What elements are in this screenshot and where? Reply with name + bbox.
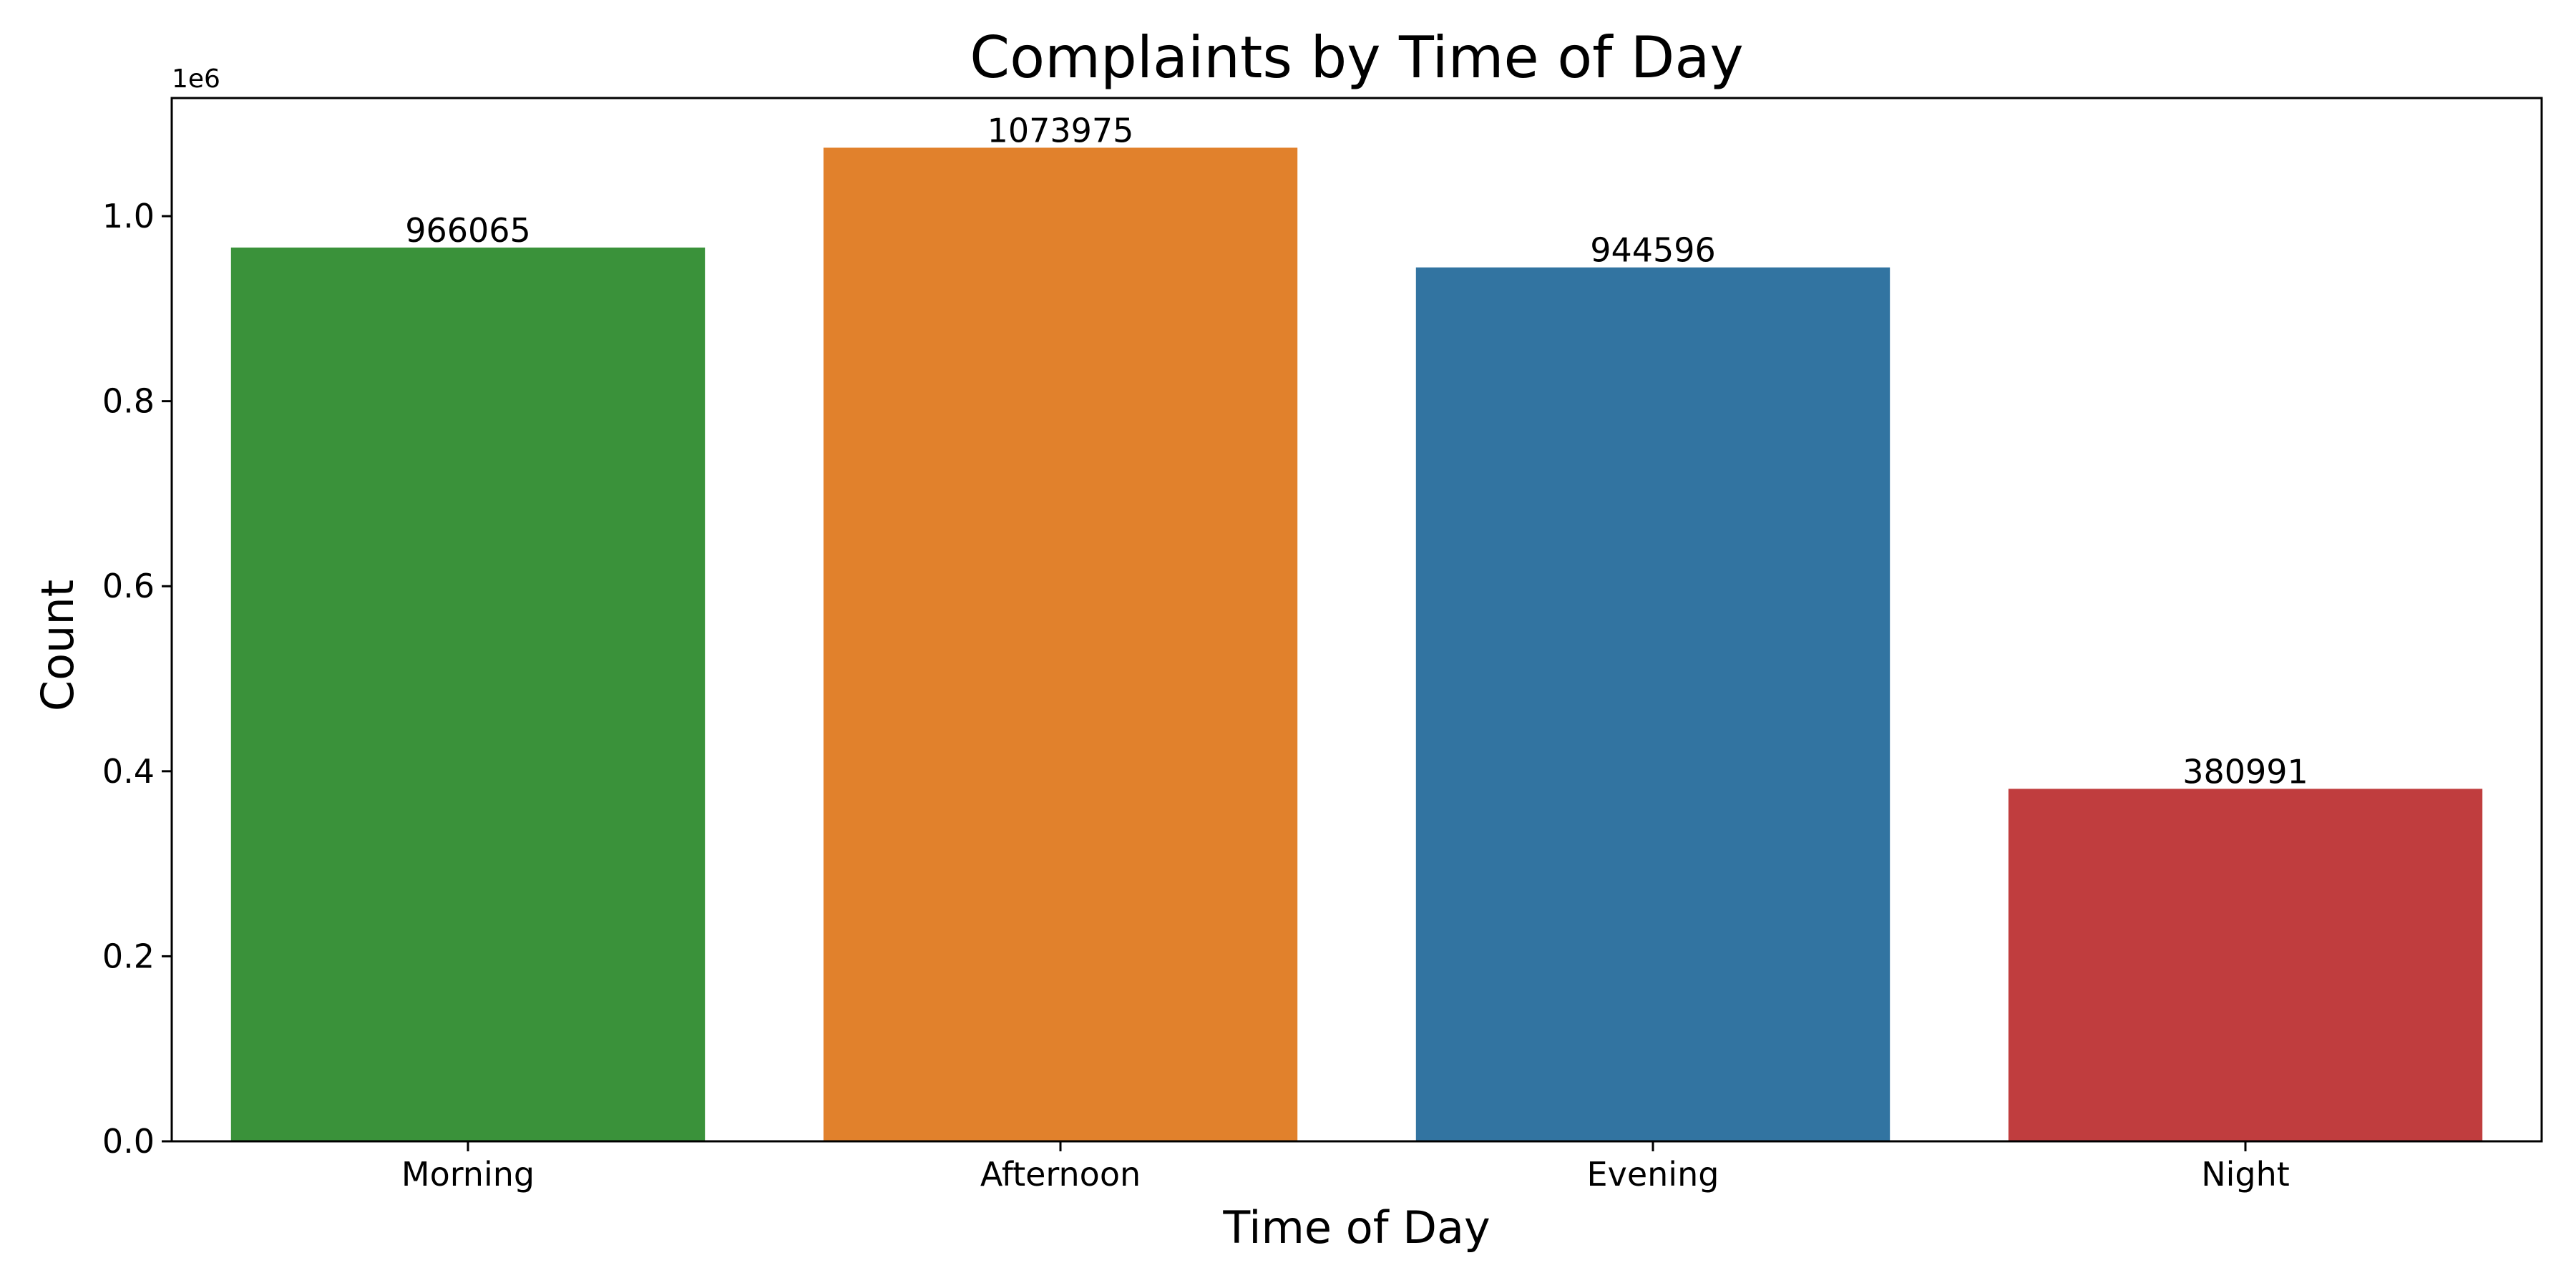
data-label-evening: 944596: [1590, 231, 1716, 270]
bar-evening: [1415, 267, 1890, 1142]
y-tick-label: 0.6: [102, 567, 155, 605]
data-label-night: 380991: [2182, 752, 2308, 791]
bar-afternoon: [823, 147, 1298, 1142]
y-tick-label: 0.8: [102, 382, 155, 421]
y-tick-label: 0.2: [102, 937, 155, 975]
y-tick-label: 0.4: [102, 752, 155, 791]
y-axis-offset-label: 1e6: [172, 64, 220, 94]
y-tick-label: 0.0: [102, 1122, 155, 1161]
x-axis-ticks: Morning Afternoon Evening Night: [401, 1141, 2290, 1194]
bars-group: [230, 147, 2483, 1142]
bar-morning: [230, 247, 706, 1141]
data-label-morning: 966065: [405, 211, 531, 250]
x-tick-label-night: Night: [2201, 1155, 2290, 1194]
bar-night: [2008, 789, 2483, 1141]
y-tick-label: 1.0: [102, 197, 155, 235]
x-axis-label: Time of Day: [1222, 1201, 1490, 1254]
x-tick-label-afternoon: Afternoon: [980, 1155, 1141, 1194]
chart-title: Complaints by Time of Day: [970, 24, 1743, 91]
x-tick-label-evening: Evening: [1587, 1155, 1719, 1194]
data-label-afternoon: 1073975: [987, 111, 1134, 150]
y-axis-ticks: 0.0 0.2 0.4 0.6 0.8 1.0: [102, 197, 172, 1161]
plot-area-frame: [170, 97, 2543, 1143]
y-axis-label: Count: [31, 580, 84, 711]
data-labels-group: 966065 1073975 944596 380991: [405, 111, 2308, 791]
x-tick-label-morning: Morning: [401, 1155, 535, 1194]
